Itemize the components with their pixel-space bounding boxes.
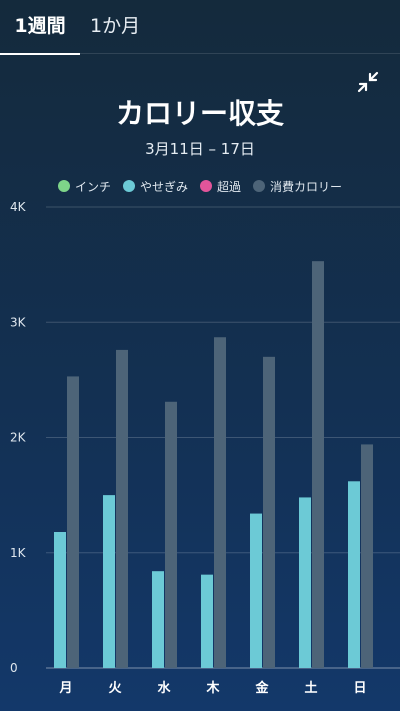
y-tick-label: 4K bbox=[10, 200, 27, 214]
calorie-balance-chart: 0 1K 2K 3K 4K 月 火 水 木 金 土 日 bbox=[10, 200, 400, 696]
bar-lean bbox=[103, 495, 115, 668]
period-tabs: 1週間 1か月 bbox=[0, 0, 400, 55]
bar-lean bbox=[152, 571, 164, 668]
y-tick-label: 0 bbox=[10, 661, 18, 675]
legend-swatch bbox=[253, 180, 266, 192]
bar-lean bbox=[348, 481, 360, 668]
legend-item-lean: やせぎみ bbox=[122, 176, 188, 196]
chart-date-range: 3月11日 – 17日 bbox=[145, 140, 255, 158]
bar-calories-burned bbox=[214, 337, 226, 668]
x-tick-label: 日 bbox=[353, 681, 366, 696]
bar-lean bbox=[299, 497, 311, 668]
y-tick-label: 2K bbox=[10, 431, 27, 445]
x-tick-label: 水 bbox=[157, 680, 171, 696]
bar-calories-burned bbox=[361, 444, 373, 668]
y-tick-label: 3K bbox=[10, 315, 27, 329]
x-tick-label: 木 bbox=[205, 680, 220, 696]
x-tick-label: 金 bbox=[254, 680, 269, 696]
legend-label: やせぎみ bbox=[139, 179, 188, 194]
bar-calories-burned bbox=[67, 376, 79, 668]
legend-swatch bbox=[200, 180, 212, 192]
legend-swatch bbox=[57, 180, 70, 192]
x-tick-label: 月 bbox=[58, 681, 72, 696]
legend-item-excess: 超過 bbox=[200, 176, 241, 196]
bar-calories-burned bbox=[263, 356, 275, 668]
tab-1-month[interactable]: 1か月 bbox=[90, 15, 141, 37]
bar-calories-burned bbox=[165, 401, 177, 668]
bar-lean bbox=[201, 574, 213, 668]
bar-lean bbox=[54, 532, 66, 668]
collapse-icon[interactable] bbox=[356, 70, 380, 94]
tab-1-week[interactable]: 1週間 bbox=[0, 0, 80, 55]
legend-label: 消費カロリー bbox=[270, 179, 343, 194]
legend-swatch bbox=[122, 180, 135, 192]
chart-legend: インチ やせぎみ 超過 消費カロリー bbox=[0, 176, 400, 196]
legend-label: インチ bbox=[74, 179, 111, 194]
x-tick-label: 火 bbox=[108, 681, 122, 696]
y-tick-label: 1K bbox=[10, 546, 27, 560]
x-tick-label: 土 bbox=[304, 680, 317, 696]
bar-calories-burned bbox=[116, 349, 128, 668]
chart-title: カロリー収支 bbox=[115, 97, 284, 130]
legend-label: 超過 bbox=[217, 179, 242, 194]
bar-lean bbox=[250, 513, 262, 668]
legend-item-burned: 消費カロリー bbox=[253, 176, 342, 196]
bar-calories-burned bbox=[312, 261, 324, 668]
legend-item-inch: インチ bbox=[57, 176, 111, 196]
